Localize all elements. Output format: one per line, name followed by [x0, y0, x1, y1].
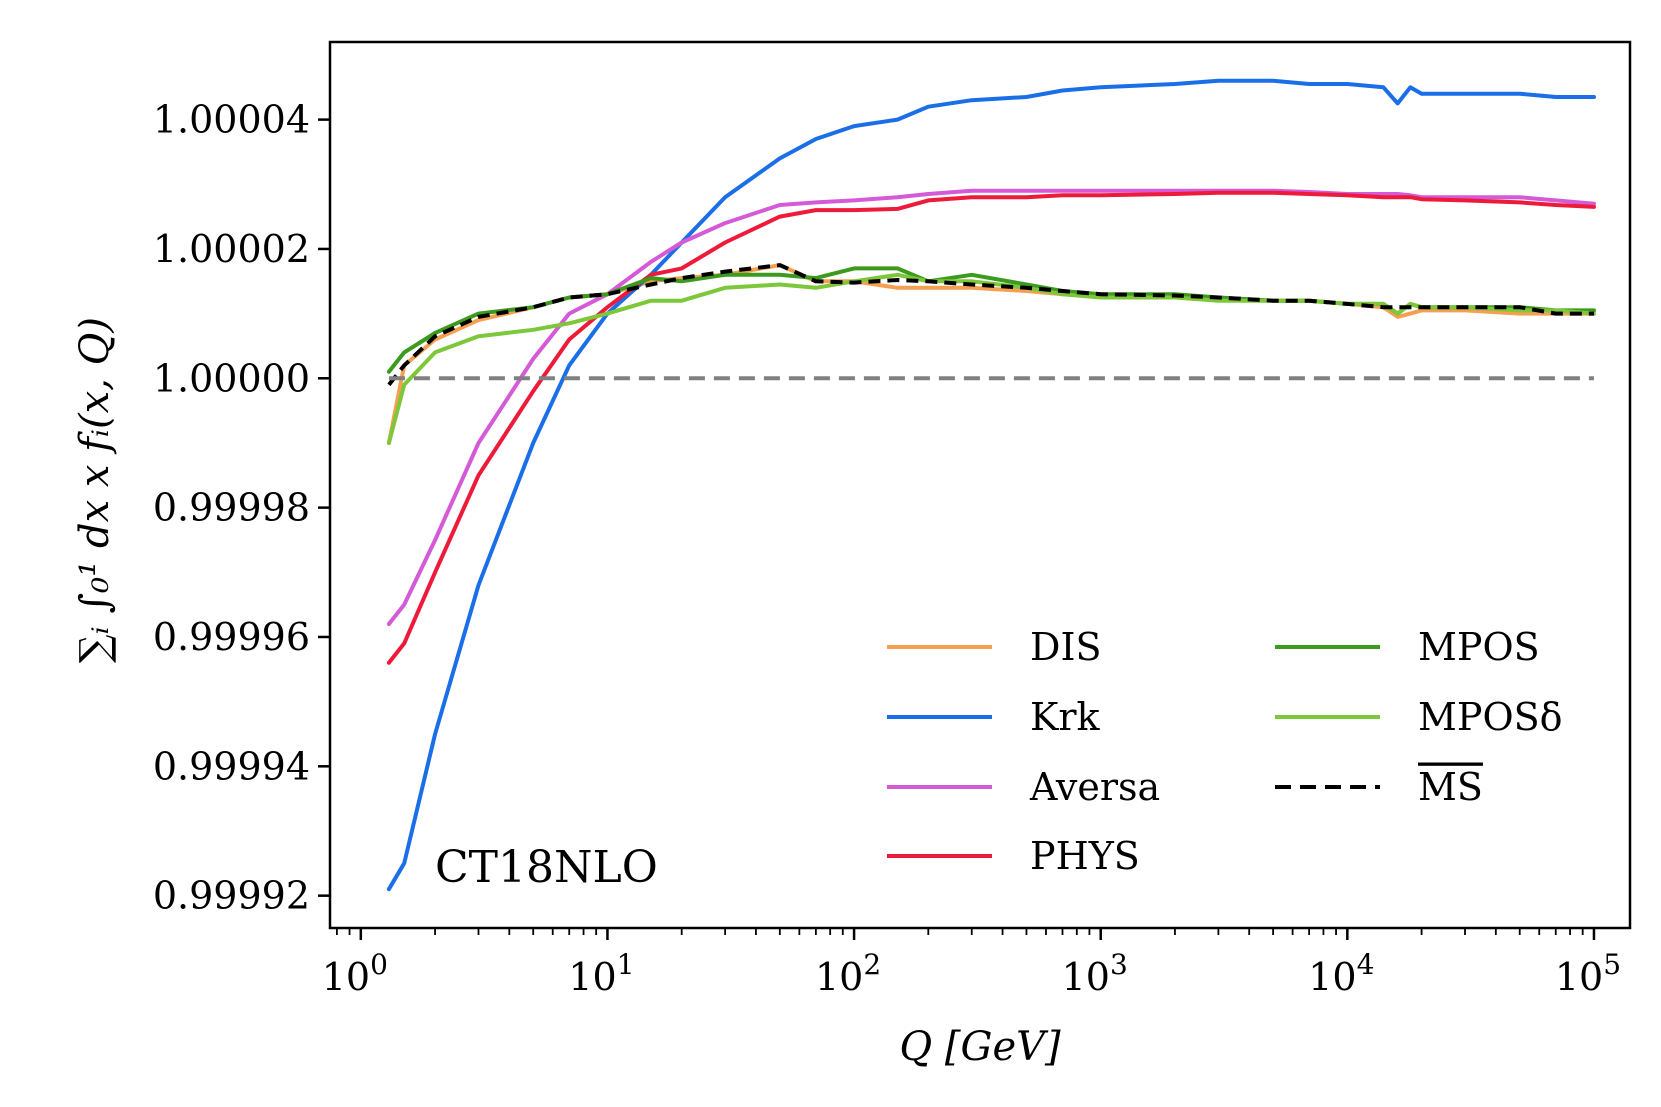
x-tick-label-4: 104	[1308, 948, 1374, 999]
y-tick-label-3: 0.99998	[153, 486, 310, 530]
series-line-6	[387, 263, 1594, 387]
legend-label-2: Aversa	[1029, 765, 1160, 809]
x-axis-ticks: 100 101 102 103 104 105	[322, 928, 1621, 999]
legend-label-5: MPOSδ	[1418, 695, 1563, 739]
y-tick-label-1: 0.99994	[153, 744, 310, 788]
series-line-2	[386, 188, 1596, 626]
series-line-3	[386, 190, 1596, 665]
legend-label-4: MPOS	[1418, 625, 1540, 669]
y-axis-ticks: 0.99992 0.99994 0.99996 0.99998 1.00000 1.000…	[153, 98, 330, 918]
x-tick-label-1: 101	[568, 948, 634, 999]
x-axis-title: Q [GeV]	[899, 1024, 1061, 1070]
y-tick-label-6: 1.00004	[153, 98, 310, 142]
x-tick-label-2: 102	[815, 948, 881, 999]
y-axis-title: ∑ᵢ ∫₀¹ dx x fᵢ(x, Q)	[72, 317, 118, 663]
dataset-annotation: CT18NLO	[435, 842, 658, 893]
series-line-1	[386, 78, 1596, 892]
y-tick-label-0: 0.99992	[153, 874, 310, 918]
legend: DIS Krk Aversa PHYS MPOS MPOSδ MS	[887, 625, 1563, 878]
legend-label-1: Krk	[1030, 695, 1101, 739]
y-tick-label-5: 1.00002	[153, 227, 310, 271]
x-tick-label-5: 105	[1555, 948, 1621, 999]
legend-label-6: MS	[1418, 765, 1483, 809]
y-tick-label-2: 0.99996	[153, 615, 310, 659]
legend-label-3: PHYS	[1030, 834, 1140, 878]
series-layer	[386, 78, 1596, 892]
plot-frame	[328, 40, 1632, 930]
y-tick-label-4: 1.00000	[153, 356, 310, 400]
legend-label-0: DIS	[1030, 625, 1102, 669]
x-tick-label-3: 103	[1062, 948, 1128, 999]
x-tick-label-0: 100	[322, 948, 388, 999]
